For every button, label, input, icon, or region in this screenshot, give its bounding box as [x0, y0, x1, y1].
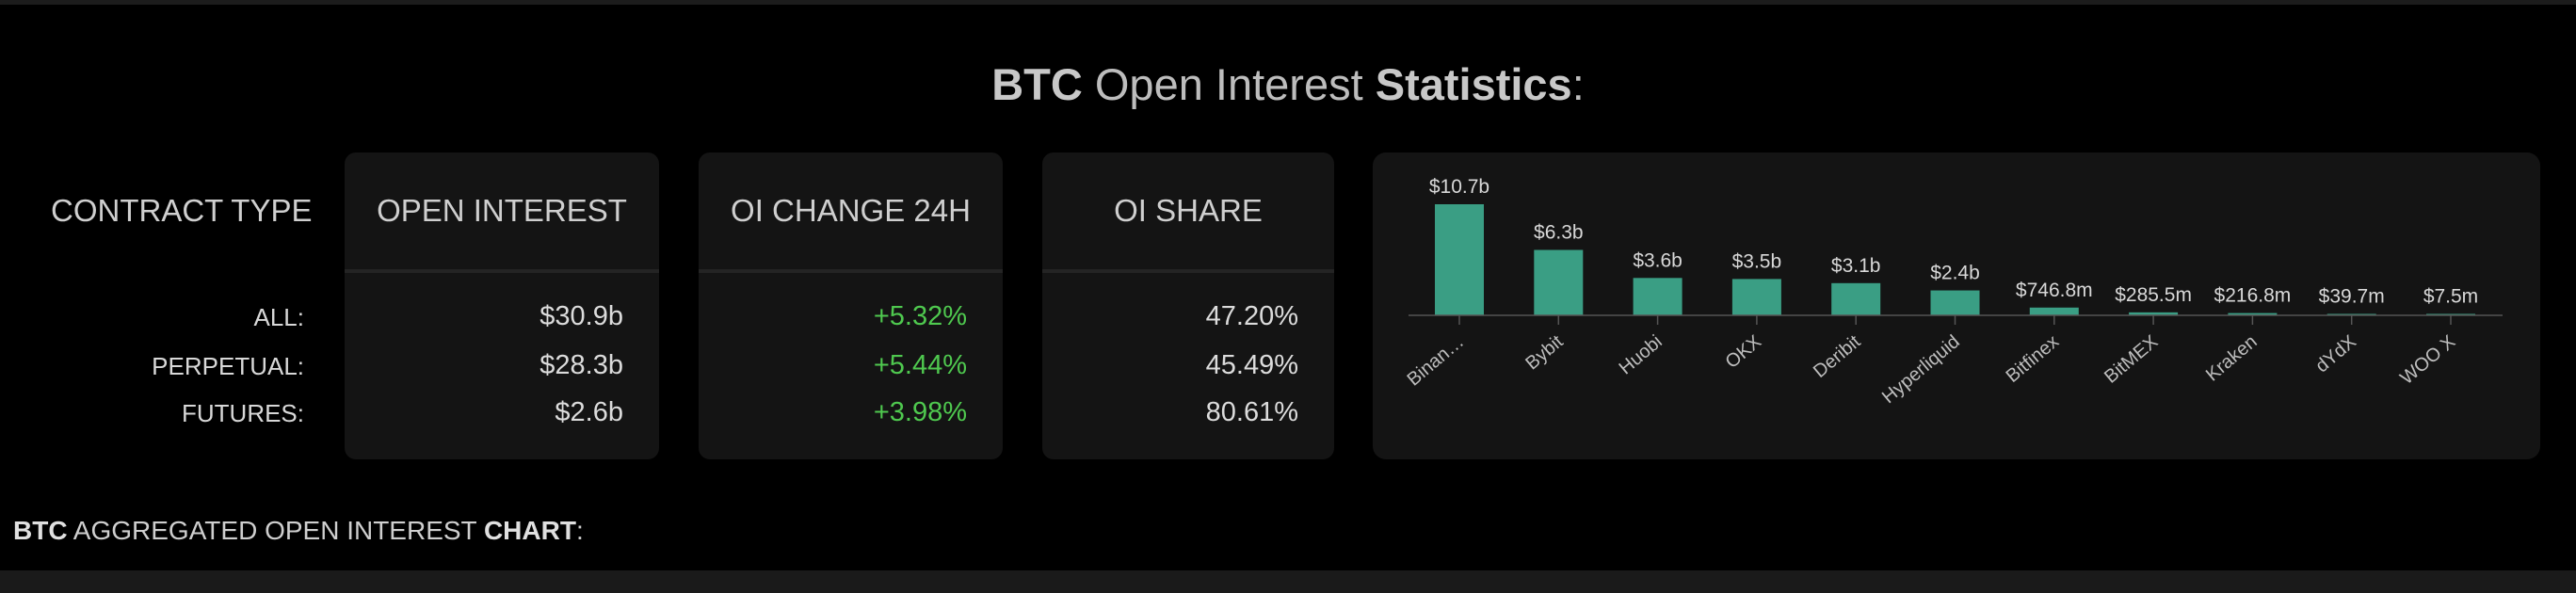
bar-2 — [1633, 278, 1682, 315]
contract-type-header: CONTRACT TYPE — [51, 193, 313, 228]
oi-share-futures: 80.61% — [1205, 397, 1298, 427]
x-tick-label-5: Hyperliquid — [1878, 331, 1964, 408]
open-interest-card: OPEN INTEREST $30.9b $28.3b $2.6b — [345, 152, 659, 459]
bar-1 — [1534, 249, 1584, 315]
oi-change-futures: +3.98% — [873, 397, 967, 427]
page-title: BTC Open Interest Statistics: — [0, 56, 2576, 113]
row-label-futures: FUTURES: — [182, 399, 304, 427]
title-colon: : — [1571, 59, 1585, 109]
oi-share-card: OI SHARE 47.20% 45.49% 80.61% — [1042, 152, 1334, 459]
open-interest-all: $30.9b — [539, 301, 623, 331]
chart-area-top — [0, 570, 2576, 593]
bar-data-label-1: $6.3b — [1534, 222, 1584, 244]
bar-0 — [1435, 204, 1484, 315]
x-tick-label-6: Bitfinex — [2003, 331, 2063, 387]
bar-data-label-9: $39.7m — [2319, 286, 2385, 308]
x-tick-label-0: Binan… — [1404, 331, 1469, 391]
row-label-all: ALL: — [253, 303, 305, 331]
bar-data-label-5: $2.4b — [1930, 263, 1980, 284]
bottom-symbol: BTC — [13, 516, 68, 545]
exchange-oi-chart: $10.7b Binan… $6.3b Bybit $3.6b Huobi $3.5b OKX… — [1373, 152, 2540, 459]
exchange-oi-bar-chart: $10.7b Binan… $6.3b Bybit $3.6b Huobi $3.5b OKX… — [1404, 176, 2503, 408]
bar-data-label-8: $216.8m — [2214, 285, 2292, 307]
title-middle: Open Interest — [1082, 59, 1376, 109]
bar-data-label-3: $3.5b — [1732, 250, 1782, 272]
row-label-perpetual: PERPETUAL: — [152, 352, 304, 380]
oi-change-perpetual: +5.44% — [873, 350, 967, 380]
open-interest-header: OPEN INTEREST — [345, 152, 659, 273]
bottom-middle: AGGREGATED OPEN INTEREST — [67, 516, 484, 545]
x-tick-label-8: Kraken — [2202, 331, 2262, 386]
x-tick-label-2: Huobi — [1616, 331, 1666, 378]
open-interest-futures: $2.6b — [555, 397, 623, 427]
aggregated-chart-title: BTC AGGREGATED OPEN INTEREST CHART: — [13, 516, 584, 546]
x-tick-label-10: WOO X — [2396, 331, 2459, 389]
bar-data-label-10: $7.5m — [2423, 286, 2478, 308]
oi-share-perpetual: 45.49% — [1205, 350, 1298, 380]
bar-data-label-2: $3.6b — [1633, 249, 1682, 271]
bottom-strong: CHART — [483, 516, 576, 545]
x-tick-label-7: BitMEX — [2101, 331, 2162, 388]
open-interest-perpetual: $28.3b — [539, 350, 623, 380]
oi-change-header: OI CHANGE 24H — [699, 152, 1003, 273]
oi-share-header: OI SHARE — [1042, 152, 1334, 273]
oi-share-all: 47.20% — [1205, 301, 1298, 331]
bar-8 — [2228, 313, 2278, 315]
oi-change-card: OI CHANGE 24H +5.32% +5.44% +3.98% — [699, 152, 1003, 459]
x-tick-label-1: Bybit — [1521, 331, 1568, 375]
title-strong: Statistics — [1375, 59, 1572, 109]
bottom-colon: : — [575, 516, 584, 545]
oi-change-all: +5.32% — [873, 301, 967, 331]
x-tick-label-3: OKX — [1722, 331, 1766, 373]
bar-5 — [1930, 290, 1980, 315]
bar-data-label-4: $3.1b — [1831, 255, 1881, 277]
bar-data-label-7: $285.5m — [2115, 284, 2192, 306]
x-tick-label-4: Deribit — [1810, 331, 1865, 382]
bar-3 — [1731, 279, 1781, 315]
title-symbol: BTC — [991, 59, 1083, 109]
bar-4 — [1831, 282, 1881, 315]
bar-data-label-0: $10.7b — [1429, 176, 1489, 198]
bar-data-label-6: $746.8m — [2016, 280, 2093, 301]
top-divider — [0, 0, 2576, 5]
bar-7 — [2129, 312, 2179, 315]
x-tick-label-9: dYdX — [2311, 331, 2360, 377]
bar-6 — [2029, 307, 2079, 315]
